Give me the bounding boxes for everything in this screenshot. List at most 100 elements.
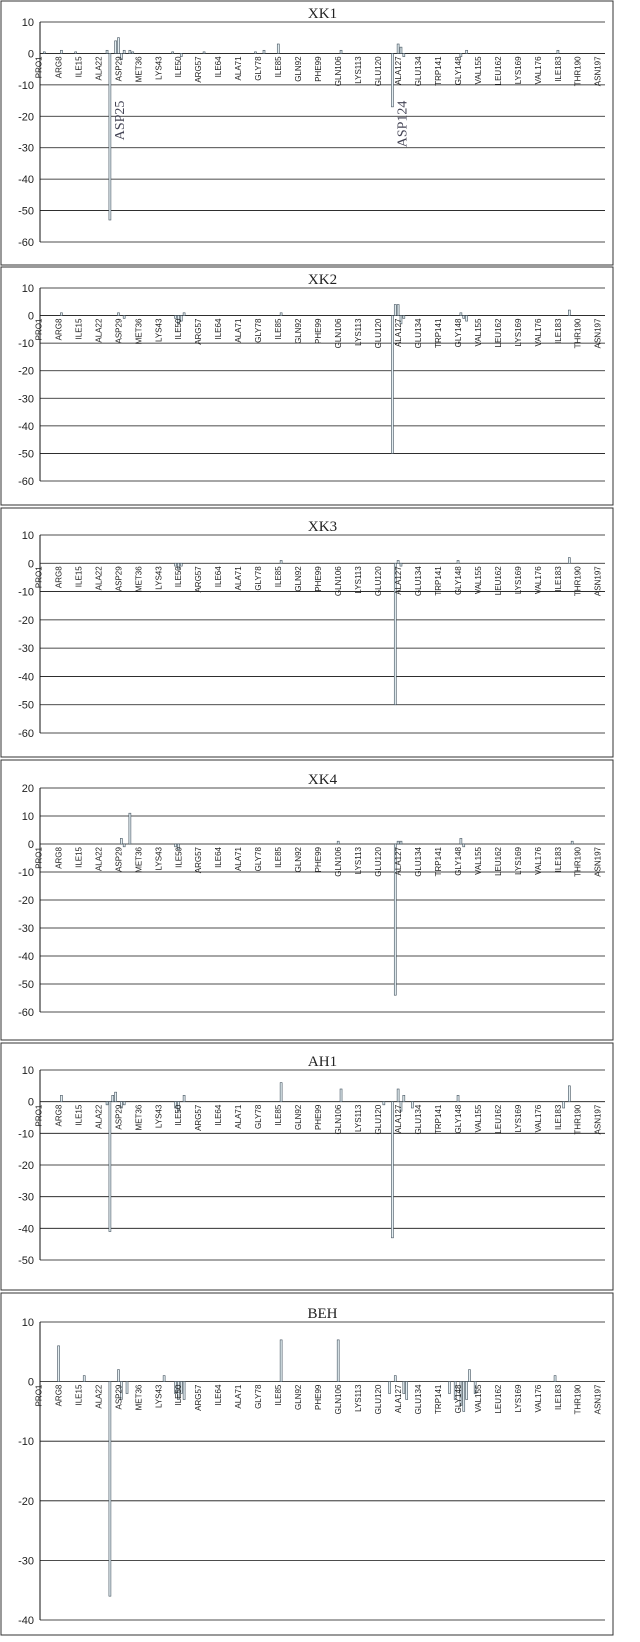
- x-tick-label: VAL155: [474, 1104, 483, 1132]
- y-tick-label: -40: [18, 174, 34, 186]
- bar: [74, 51, 77, 54]
- x-tick-label: ALA71: [234, 318, 243, 343]
- x-tick-label: VAL155: [474, 566, 483, 594]
- bar: [122, 49, 126, 54]
- x-tick-label: THR190: [574, 318, 583, 348]
- x-tick-label: VAL155: [474, 56, 483, 84]
- bar: [162, 1375, 166, 1382]
- bar: [174, 562, 177, 567]
- bar: [202, 51, 206, 54]
- x-tick-label: ILE15: [74, 318, 83, 339]
- x-tick-label: ILE85: [274, 1104, 283, 1125]
- bar: [42, 51, 46, 54]
- bar: [120, 53, 123, 61]
- y-tick-label: -30: [18, 1555, 34, 1567]
- y-tick-label: 10: [22, 1065, 34, 1077]
- bar: [131, 51, 135, 54]
- x-tick-label: ASP29: [114, 566, 123, 591]
- y-tick-label: -60: [18, 1007, 34, 1019]
- bar: [117, 1369, 120, 1382]
- panel: BEH -40 -30 -20 -10 0 10 PRO1 ARG8 ILE15 ALA22 ASP2…: [0, 1292, 614, 1636]
- x-tick-label: ILE64: [214, 1384, 223, 1405]
- x-tick-label: LYS113: [354, 846, 363, 874]
- bar: [336, 840, 340, 845]
- x-tick-label: GLU120: [374, 1384, 383, 1414]
- chart-title: BEH: [308, 1306, 338, 1322]
- x-tick-label: ILE183: [554, 1384, 563, 1410]
- bar: [468, 1369, 471, 1382]
- x-tick-label: VAL176: [534, 846, 543, 874]
- x-tick-label: LYS43: [154, 1384, 163, 1408]
- y-tick-label: 10: [22, 283, 34, 295]
- y-tick-label: 20: [22, 783, 34, 795]
- bar: [382, 1101, 386, 1106]
- y-tick-label: -20: [18, 366, 34, 378]
- x-tick-label: ALA127: [394, 1104, 403, 1133]
- x-tick-label: ARG8: [54, 1104, 63, 1126]
- x-tick-label: LEU162: [494, 1384, 503, 1413]
- x-tick-label: ARG8: [54, 566, 63, 588]
- x-tick-label: LYS43: [154, 318, 163, 342]
- x-tick-label: ARG57: [194, 1104, 203, 1131]
- bar: [120, 1101, 123, 1109]
- bar: [393, 843, 397, 996]
- y-tick-label: -30: [18, 643, 34, 655]
- x-tick-label: ILE64: [214, 1104, 223, 1125]
- bar: [279, 1082, 283, 1102]
- y-tick-label: -20: [18, 1496, 34, 1508]
- bar: [108, 53, 112, 221]
- x-tick-label: LEU162: [494, 846, 503, 875]
- x-tick-label: ILE85: [274, 846, 283, 867]
- x-tick-label: GLN106: [334, 318, 343, 348]
- y-tick-label: -20: [18, 615, 34, 627]
- bar: [399, 562, 403, 567]
- annotation: ASP25: [113, 101, 128, 141]
- bar: [279, 312, 283, 316]
- y-tick-label: -50: [18, 979, 34, 991]
- x-tick-label: MET36: [134, 1384, 143, 1410]
- x-tick-label: LYS43: [154, 566, 163, 590]
- y-tick-label: -10: [18, 587, 34, 599]
- x-tick-label: ALA127: [394, 318, 403, 347]
- x-tick-label: GLY78: [254, 566, 263, 591]
- bar: [122, 843, 126, 848]
- bar: [339, 49, 343, 54]
- chart-title: XK2: [308, 272, 337, 288]
- y-tick-label: 0: [28, 558, 34, 570]
- x-tick-label: ILE64: [214, 566, 223, 587]
- bar: [570, 840, 574, 845]
- x-tick-label: VAL176: [534, 1104, 543, 1132]
- bar: [399, 840, 403, 845]
- bar: [177, 843, 180, 850]
- x-tick-label: TRP141: [434, 846, 443, 876]
- bar: [114, 40, 117, 54]
- x-tick-label: THR190: [574, 1104, 583, 1134]
- bar: [465, 1381, 468, 1400]
- bar: [462, 1381, 466, 1412]
- bar: [120, 838, 123, 845]
- x-tick-label: LEU162: [494, 56, 503, 85]
- y-tick-label: 10: [22, 1317, 34, 1329]
- y-tick-label: -60: [18, 476, 34, 488]
- panel: XK1 -60 -50 -40 -30 -20 -10 0 10 PRO1 ARG8 ILE15 ALA…: [0, 0, 614, 266]
- y-tick-label: -20: [18, 111, 34, 123]
- x-tick-label: VAL155: [474, 1384, 483, 1412]
- x-tick-label: VAL176: [534, 56, 543, 84]
- x-tick-label: PHE99: [314, 318, 323, 344]
- y-tick-label: -30: [18, 143, 34, 155]
- bar: [57, 1345, 60, 1382]
- bar: [105, 1101, 109, 1106]
- x-tick-label: GLN106: [334, 1384, 343, 1414]
- x-tick-label: TRP141: [434, 318, 443, 348]
- y-tick-label: -50: [18, 1255, 34, 1267]
- y-tick-label: -50: [18, 700, 34, 712]
- x-tick-label: LYS43: [154, 1104, 163, 1128]
- bar: [465, 49, 468, 54]
- x-tick-label: VAL155: [474, 318, 483, 346]
- bar: [399, 1101, 403, 1112]
- x-tick-label: MET36: [134, 318, 143, 344]
- bar: [339, 1088, 343, 1102]
- panel: XK4 -60 -50 -40 -30 -20 -10 0 10 20 PRO1 ARG8 ILE15 A…: [0, 759, 614, 1041]
- x-tick-label: PHE99: [314, 566, 323, 592]
- panel-border: [0, 759, 614, 1041]
